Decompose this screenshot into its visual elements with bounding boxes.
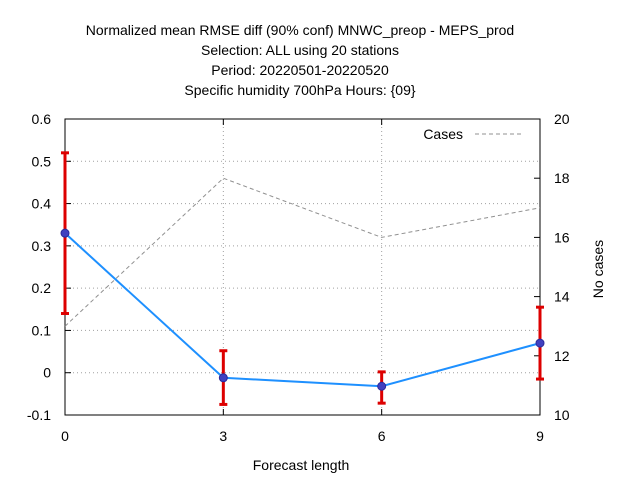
y-tick-label: 0 — [43, 365, 51, 381]
series — [60, 151, 545, 406]
data-point — [535, 338, 545, 348]
y-right-tick-label: 10 — [554, 407, 570, 423]
y-tick-label: 0.2 — [32, 280, 52, 296]
y-right-tick-label: 20 — [554, 111, 570, 127]
y-tick-label: 0.4 — [32, 196, 52, 212]
x-axis-label: Forecast length — [253, 457, 350, 473]
rmse-diff-line — [64, 232, 541, 388]
data-point — [218, 373, 228, 383]
y-axis-label-right: No cases — [590, 240, 606, 298]
y-right-tick-label: 12 — [554, 348, 570, 364]
legend-label-cases: Cases — [423, 126, 463, 142]
title-line-1: Normalized mean RMSE diff (90% conf) MNW… — [86, 22, 514, 38]
data-point — [377, 381, 387, 391]
grid — [65, 119, 540, 415]
x-tick-label: 9 — [536, 428, 544, 444]
chart-title: Normalized mean RMSE diff (90% conf) MNW… — [86, 22, 514, 98]
legend: Cases — [423, 126, 522, 142]
y-right-tick-label: 14 — [554, 289, 570, 305]
y-tick-label: -0.1 — [27, 407, 51, 423]
y-tick-label: 0.1 — [32, 322, 52, 338]
tick-labels: -0.1 0 0.1 0.2 0.3 0.4 0.5 0.6 10 12 14 16 18 20 0 3 6 9 — [27, 111, 570, 444]
title-line-2: Selection: ALL using 20 stations — [201, 42, 399, 58]
y-tick-label: 0.5 — [32, 153, 52, 169]
x-tick-label: 0 — [61, 428, 69, 444]
y-tick-label: 0.3 — [32, 238, 52, 254]
x-tick-label: 3 — [219, 428, 227, 444]
y-right-tick-label: 16 — [554, 229, 570, 245]
y-tick-label: 0.6 — [32, 111, 52, 127]
title-line-3: Period: 20220501-20220520 — [211, 62, 389, 78]
y-right-tick-label: 18 — [554, 170, 570, 186]
cases-line — [64, 177, 541, 327]
data-point — [60, 228, 70, 238]
x-tick-label: 6 — [378, 428, 386, 444]
plot-frame — [64, 118, 541, 416]
axes — [64, 118, 541, 416]
title-line-4: Specific humidity 700hPa Hours: {09} — [184, 82, 415, 98]
